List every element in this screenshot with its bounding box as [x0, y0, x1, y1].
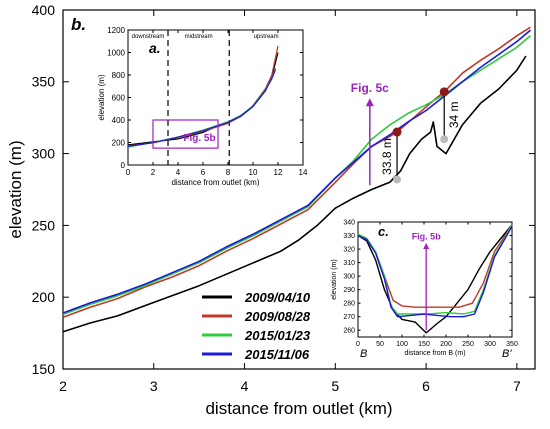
x-tick-label: 200 [440, 341, 452, 348]
fig-5c-arrow-head [365, 98, 374, 107]
zone-label-upstream: upstream [254, 34, 279, 40]
y-axis-label: elevation (m) [331, 259, 338, 299]
fig-5b-box-label: Fig. 5b [183, 133, 215, 144]
y-tick-label: 600 [112, 93, 126, 102]
fig-5b-arrow-label: Fig. 5b [412, 232, 442, 242]
measure-label-2: 34 m [447, 101, 461, 128]
y-tick-label: 400 [112, 116, 126, 125]
y-axis-label: elevation (m) [97, 74, 106, 121]
y-tick-label: 290 [343, 287, 355, 294]
x-tick-label: 10 [249, 168, 258, 177]
legend-label-2015-01-23: 2015/01/23 [244, 328, 311, 343]
legend: 2009/04/10 2009/08/28 2015/01/23 2015/11/06 [202, 290, 311, 362]
series-line-2015-11-06 [357, 225, 513, 318]
section-end-label: B' [502, 348, 512, 360]
x-axis-label: distance from outlet (km) [205, 399, 392, 418]
fig-5c-label: Fig. 5c [351, 81, 389, 95]
y-tick-label: 320 [343, 247, 355, 254]
y-tick-label: 800 [112, 71, 126, 80]
x-axis-label: distance from B (m) [404, 350, 465, 357]
legend-label-2015-11-06: 2015/11/06 [244, 347, 310, 362]
section-start-label: B [360, 348, 367, 360]
x-tick-label: 0 [126, 168, 131, 177]
y-tick-label: 340 [343, 219, 355, 226]
panel-label: c. [378, 224, 389, 239]
x-tick-label: 12 [274, 168, 283, 177]
fig-5b-box [152, 119, 219, 149]
panel-label: a. [149, 40, 161, 56]
x-tick-label: 14 [299, 168, 308, 177]
measure-marker-top-2 [439, 87, 449, 97]
inset-a-panel: 0 2 4 6 8 10 12 14 0 200 400 600 800 1000 1200 distance… [97, 26, 308, 187]
x-tick-label: 2 [59, 378, 67, 394]
y-tick-label: 0 [121, 161, 126, 170]
y-axis-label: elevation (m) [6, 140, 25, 238]
y-tick-label: 200 [32, 289, 56, 305]
fig-5b-arrow-head [423, 243, 430, 250]
y-tick-label: 200 [112, 138, 126, 147]
measure-label-1: 33.8 m [380, 138, 394, 175]
measure-marker-bottom-2 [440, 135, 449, 144]
x-tick-label: 6 [422, 378, 430, 394]
series-line-2009-04-10 [62, 55, 527, 333]
legend-label-2009-08-28: 2009/08/28 [244, 309, 311, 324]
y-tick-label: 270 [343, 314, 355, 321]
x-tick-label: 7 [513, 378, 521, 394]
x-tick-label: 3 [150, 378, 158, 394]
zone-label-downstream: downstream [132, 34, 165, 40]
series-line-2015-11-06 [62, 29, 532, 314]
y-tick-label: 310 [343, 260, 355, 267]
measure-marker-top-1 [392, 127, 402, 137]
y-tick-label: 1200 [107, 26, 125, 35]
x-tick-label: 350 [506, 341, 518, 348]
y-tick-label: 330 [343, 233, 355, 240]
x-tick-label: 50 [376, 341, 384, 348]
x-tick-label: 100 [396, 341, 408, 348]
x-tick-label: 0 [356, 341, 360, 348]
series-line-2015-11-06 [127, 69, 277, 147]
y-tick-label: 300 [32, 146, 56, 162]
y-tick-label: 250 [32, 217, 56, 233]
inset-c-panel: 0 50 100 150 200 250 300 350 260 270 280 290 300 310 3… [331, 219, 518, 360]
series-line-2009-04-10 [357, 224, 513, 334]
y-tick-label: 280 [343, 301, 355, 308]
x-tick-label: 2 [151, 168, 156, 177]
x-tick-label: 8 [226, 168, 231, 177]
legend-label-2009-04-10: 2009/04/10 [244, 290, 311, 305]
x-tick-label: 4 [176, 168, 181, 177]
y-tick-label: 1000 [107, 48, 125, 57]
y-tick-label: 300 [343, 274, 355, 281]
measure-marker-bottom-1 [393, 175, 402, 184]
x-tick-label: 6 [201, 168, 206, 177]
series-line-2009-08-28 [62, 26, 531, 319]
y-tick-label: 260 [343, 328, 355, 335]
y-tick-label: 350 [32, 74, 56, 90]
y-tick-label: 150 [32, 361, 56, 377]
x-tick-label: 150 [418, 341, 430, 348]
zone-label-midstream: midstream [185, 34, 213, 40]
x-tick-label: 4 [241, 378, 249, 394]
panel-label: b. [71, 15, 86, 34]
x-tick-label: 5 [331, 378, 339, 394]
x-tick-label: 250 [462, 341, 474, 348]
x-axis-label: distance from outlet (km) [171, 178, 259, 187]
y-tick-label: 400 [32, 2, 56, 18]
x-tick-label: 300 [484, 341, 496, 348]
